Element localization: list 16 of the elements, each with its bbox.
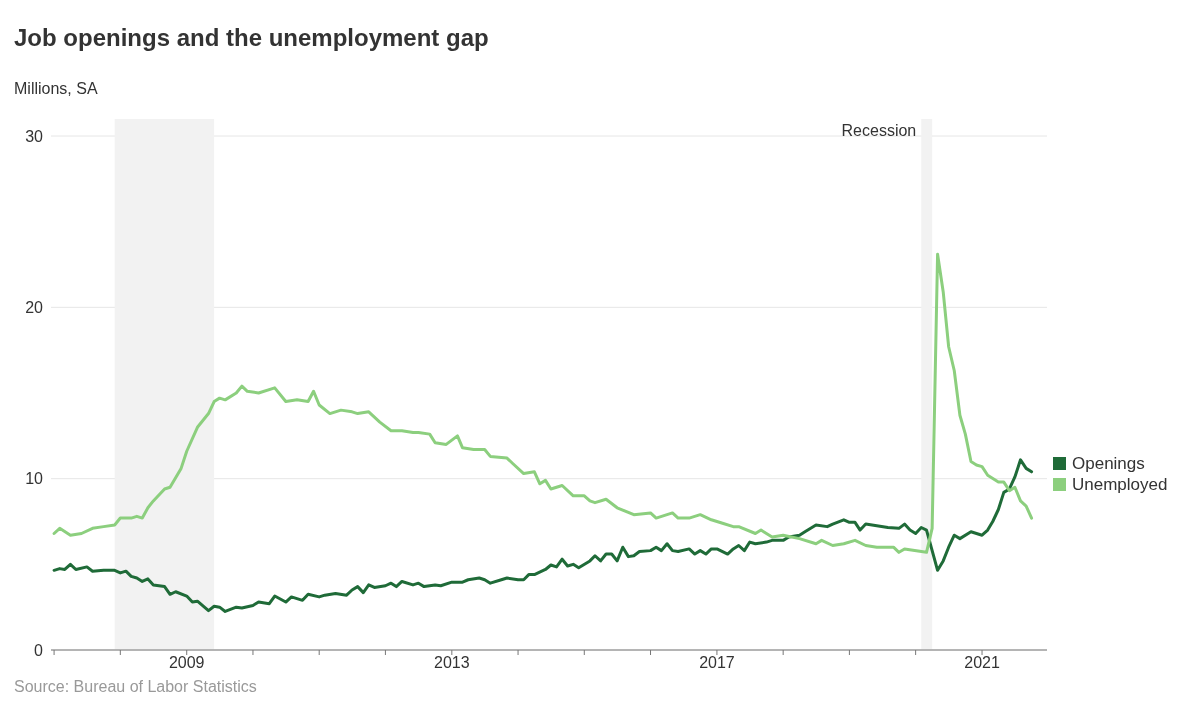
y-tick-label: 20 — [25, 299, 44, 317]
y-tick-label: 30 — [25, 127, 44, 145]
x-tick-label: 2013 — [434, 654, 470, 672]
source-note: Source: Bureau of Labor Statistics — [14, 678, 257, 695]
line-series — [52, 458, 1034, 613]
x-tick-label: 2009 — [168, 654, 205, 672]
y-tick-label: 0 — [34, 641, 44, 659]
band-label: Recession — [841, 122, 917, 139]
y-tick-label: 10 — [25, 470, 44, 488]
x-tick-label: 2017 — [699, 654, 735, 672]
x-tick-label: 2021 — [964, 654, 1000, 672]
line-series — [52, 252, 1034, 554]
y-axis-title: Millions, SA — [14, 80, 98, 97]
legend-label: Unemployed — [1072, 474, 1168, 495]
chart-title: Job openings and the unemployment gap — [14, 24, 489, 51]
legend-label: Openings — [1072, 453, 1145, 474]
